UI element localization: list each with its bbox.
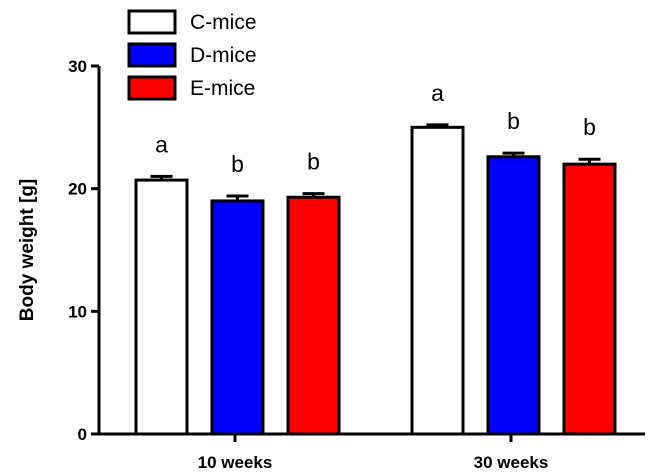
x-tick-label: 30 weeks bbox=[474, 453, 549, 472]
legend-swatch bbox=[127, 42, 177, 68]
significance-label: b bbox=[231, 151, 244, 177]
y-tick-label: 10 bbox=[68, 302, 87, 321]
axes: 0 10 20 30 10 weeks 30 weeks bbox=[68, 57, 645, 472]
legend-swatch bbox=[127, 9, 177, 35]
bar bbox=[210, 199, 265, 436]
bars: a a b b b b bbox=[134, 80, 617, 436]
y-tick-label: 30 bbox=[68, 57, 87, 76]
significance-label: b bbox=[507, 108, 520, 134]
y-tick-label: 0 bbox=[78, 425, 87, 444]
bar bbox=[410, 125, 465, 436]
y-axis-title: Body weight [g] bbox=[17, 179, 38, 321]
bar bbox=[134, 178, 189, 436]
legend-swatch bbox=[127, 75, 177, 101]
significance-label: b bbox=[307, 149, 320, 175]
legend-label: E-mice bbox=[190, 77, 255, 100]
significance-label: b bbox=[583, 114, 596, 140]
significance-label: a bbox=[155, 131, 168, 157]
x-tick-label: 10 weeks bbox=[198, 453, 273, 472]
significance-label: a bbox=[431, 80, 444, 106]
bar bbox=[562, 162, 617, 436]
bar bbox=[486, 155, 541, 436]
y-tick-label: 20 bbox=[68, 180, 87, 199]
legend-label: C-mice bbox=[190, 11, 257, 34]
legend-label: D-mice bbox=[190, 44, 257, 67]
bar bbox=[286, 195, 341, 436]
legend: C-mice D-mice E-mice bbox=[127, 9, 257, 101]
